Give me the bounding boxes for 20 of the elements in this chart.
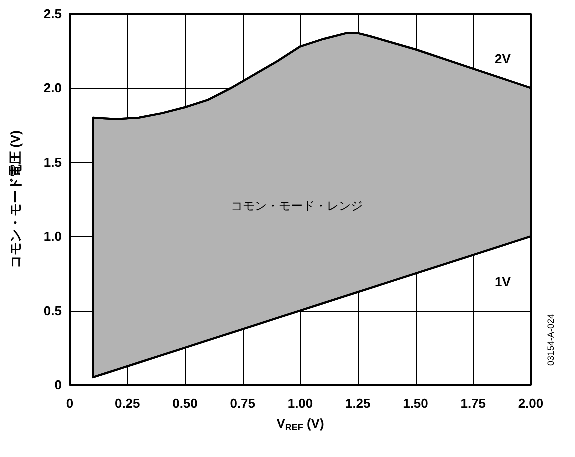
x-tick-label: 1.25 xyxy=(345,396,371,411)
y-tick-label: 0 xyxy=(54,378,62,392)
annotation: コモン・モード・レンジ xyxy=(231,199,363,213)
annotation: 2V xyxy=(495,52,512,66)
x-tick-label: 1.50 xyxy=(403,396,428,411)
y-tick-label: 1.5 xyxy=(44,154,62,170)
annotation: 1V xyxy=(495,274,512,290)
x-tick-label: 0.75 xyxy=(230,396,256,411)
y-tick-label: 1.0 xyxy=(44,229,62,244)
y-tick-label: 2.0 xyxy=(44,80,62,96)
x-tick-label: 1.75 xyxy=(460,396,486,411)
x-tick-label: 0.25 xyxy=(114,396,140,411)
x-tick-label: 0 xyxy=(66,396,74,411)
x-tick-label: 1.00 xyxy=(288,396,314,411)
y-tick-label: 0.5 xyxy=(44,303,62,318)
text: 03154-A-024 xyxy=(546,314,556,366)
x-tick-label: 2.00 xyxy=(518,396,544,411)
x-tick-label: 0.50 xyxy=(172,396,198,411)
y-axis-title: コモン・モード電圧 (V) xyxy=(8,130,23,268)
y-tick-label: 2.5 xyxy=(44,6,62,22)
